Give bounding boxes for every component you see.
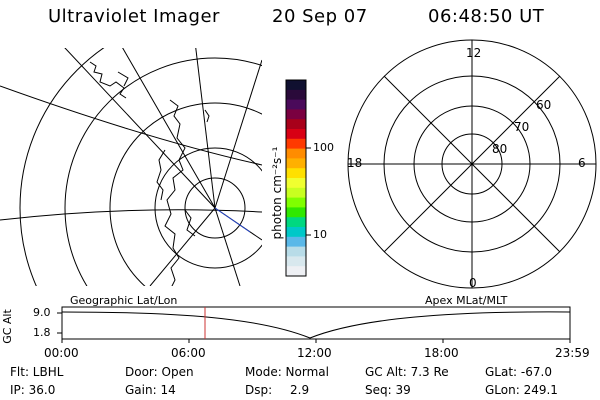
alt-xtick-label: 00:00 — [44, 346, 79, 360]
polar-diagonal — [383, 75, 561, 253]
colorbar-segment — [286, 99, 306, 110]
colorbar-frame — [285, 79, 307, 277]
colorbar-label-10: 10 — [313, 228, 327, 241]
colorbar-segment — [286, 266, 306, 277]
alt-ytick-label: 9.0 — [33, 306, 51, 319]
colorbar-segment — [286, 207, 306, 218]
map-lat-circle — [109, 102, 262, 286]
ip-status: IP: 36.0 — [10, 383, 56, 397]
colorbar-segment — [286, 187, 306, 199]
alt-title-left: Geographic Lat/Lon — [70, 294, 178, 307]
alt-axis-label: GC Alt — [0, 309, 14, 344]
glat-status: GLat: -67.0 — [485, 365, 552, 379]
colorbar-segment — [286, 109, 306, 120]
colorbar-segment — [286, 158, 306, 169]
polar-label-0: 0 — [469, 276, 477, 290]
door-status: Door: Open — [125, 365, 194, 379]
map-track-line — [214, 207, 251, 233]
colorbar-segment — [286, 148, 306, 159]
polar-plot — [347, 39, 597, 289]
mode-status: Mode: Normal — [245, 365, 329, 379]
map-lat-circle — [154, 147, 262, 269]
instrument-title: Ultraviolet Imager — [48, 6, 220, 27]
gc-alt-status: GC Alt: 7.3 Re — [365, 365, 449, 379]
polar-lat-70: 70 — [514, 120, 530, 134]
alt-xtick-label: 18:00 — [424, 346, 459, 360]
filter-status: Flt: LBHL — [10, 365, 64, 379]
colorbar-segment — [286, 138, 306, 150]
colorbar-segment — [286, 80, 306, 91]
polar-lat-60: 60 — [536, 98, 552, 112]
map-curve — [0, 209, 262, 221]
alt-ytick-label: 1.8 — [33, 326, 51, 339]
colorbar-segment — [286, 246, 306, 257]
map-meridian — [149, 207, 216, 286]
date-label: 20 Sep 07 — [272, 6, 368, 27]
colorbar-segment — [286, 168, 306, 179]
dsp-value: 2.9 — [290, 383, 310, 397]
polar-label-18: 18 — [347, 156, 363, 170]
map-coastline — [156, 99, 196, 286]
map-meridian — [214, 59, 262, 209]
colorbar-segment — [286, 217, 306, 228]
alt-plot — [57, 306, 571, 343]
alt-plot-frame — [61, 306, 571, 340]
dsp-label: Dsp: — [245, 383, 273, 397]
map-meridian — [122, 48, 216, 209]
map-lat-circle — [19, 48, 105, 286]
map-curve — [0, 85, 262, 166]
colorbar-segment — [286, 256, 306, 267]
colorbar-label-100: 100 — [313, 141, 334, 154]
map-meridian — [64, 48, 216, 209]
polar-lat-80: 80 — [492, 142, 508, 156]
alt-xtick-label: 06:00 — [171, 346, 206, 360]
map-meridian — [195, 48, 216, 209]
seq-status: Seq: 39 — [365, 383, 411, 397]
colorbar-segment — [286, 89, 306, 101]
map-lat-circle-inner — [184, 177, 246, 239]
alt-title-right: Apex MLat/MLT — [425, 294, 508, 307]
map-coastline — [204, 109, 210, 123]
colorbar-segment — [286, 119, 306, 130]
colorbar-segment — [286, 227, 306, 238]
colorbar — [286, 80, 306, 277]
map-coastline — [89, 61, 129, 99]
polar-label-6: 6 — [578, 156, 586, 170]
colorbar-segment — [286, 197, 306, 208]
gain-status: Gain: 14 — [125, 383, 176, 397]
colorbar-segment — [286, 236, 306, 248]
alt-curve — [61, 311, 571, 339]
colorbar-segment — [286, 178, 306, 189]
colorbar-unit-label: photon cm⁻²s⁻¹ — [270, 146, 284, 240]
geographic-map — [0, 48, 262, 286]
map-lat-circle — [64, 57, 262, 286]
alt-xtick-label: 12:00 — [297, 346, 332, 360]
time-label: 06:48:50 UT — [428, 6, 545, 27]
alt-xtick-label: 23:59 — [555, 346, 590, 360]
glon-status: GLon: 249.1 — [485, 383, 558, 397]
polar-label-12: 12 — [466, 46, 482, 60]
colorbar-segment — [286, 129, 306, 140]
map-meridian — [214, 207, 241, 286]
